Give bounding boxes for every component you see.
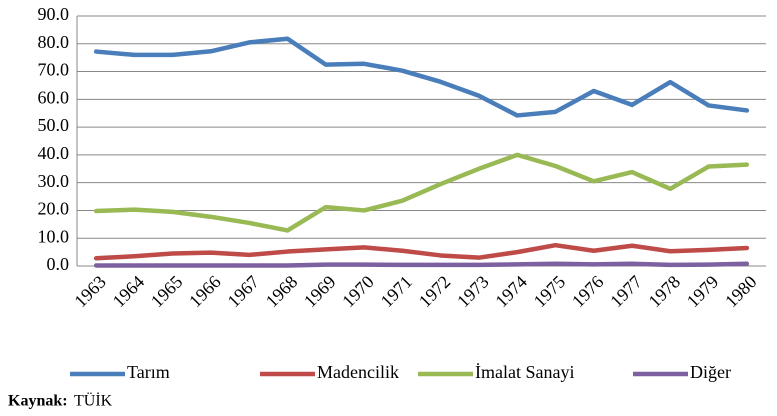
y-tick-label: 50.0 bbox=[38, 115, 70, 135]
series-line bbox=[93, 152, 750, 233]
y-tick-label: 80.0 bbox=[38, 32, 70, 52]
y-tick-label: 0.0 bbox=[47, 254, 70, 274]
legend-label: Tarım bbox=[127, 362, 170, 382]
series-line bbox=[93, 242, 750, 261]
series-line bbox=[93, 261, 750, 268]
x-tick-label: 1975 bbox=[530, 272, 570, 312]
legend-label: Madencilik bbox=[317, 362, 399, 382]
x-tick-label: 1970 bbox=[338, 272, 378, 312]
x-tick-label: 1972 bbox=[415, 272, 455, 312]
series-line bbox=[93, 36, 750, 118]
y-tick-label: 20.0 bbox=[38, 199, 70, 219]
x-tick-label: 1979 bbox=[683, 272, 723, 312]
x-tick-label: 1969 bbox=[300, 272, 340, 312]
x-tick-label: 1974 bbox=[491, 272, 531, 312]
x-tick-label: 1976 bbox=[568, 272, 608, 312]
legend-label: İmalat Sanayi bbox=[475, 362, 574, 382]
x-tick-label: 1964 bbox=[109, 272, 149, 312]
x-tick-label: 1963 bbox=[70, 272, 110, 312]
x-tick-label: 1980 bbox=[721, 272, 761, 312]
x-tick-label: 1965 bbox=[147, 272, 187, 312]
x-tick-label: 1968 bbox=[262, 272, 302, 312]
y-tick-label: 70.0 bbox=[38, 60, 70, 80]
x-tick-label: 1973 bbox=[453, 272, 493, 312]
x-tick-label: 1967 bbox=[223, 272, 263, 312]
y-tick-label: 40.0 bbox=[38, 143, 70, 163]
x-tick-label: 1966 bbox=[185, 272, 225, 312]
x-tick-label: 1971 bbox=[377, 272, 417, 312]
x-tick-label: 1978 bbox=[644, 272, 684, 312]
y-tick-label: 10.0 bbox=[38, 226, 70, 246]
y-tick-label: 60.0 bbox=[38, 87, 70, 107]
source-text: TÜİK bbox=[74, 392, 113, 410]
source-label: Kaynak: bbox=[8, 393, 68, 410]
legend-label: Diğer bbox=[690, 362, 731, 382]
y-tick-label: 90.0 bbox=[38, 4, 70, 24]
y-tick-label: 30.0 bbox=[38, 171, 70, 191]
x-tick-label: 1977 bbox=[606, 272, 646, 312]
